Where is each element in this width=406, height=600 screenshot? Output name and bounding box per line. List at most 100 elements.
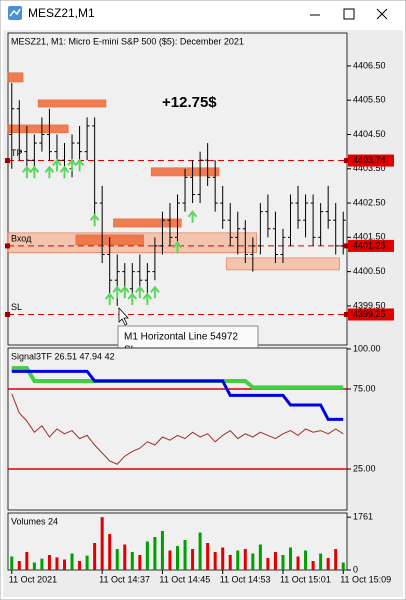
- plot-layer: 4399.50 4400.50 4401.50 4402.50 4403.50 4404.…: [5, 32, 394, 584]
- volume-bar: [130, 552, 134, 570]
- panel-title: Signal3TF 26.51 47.94 42: [11, 351, 115, 361]
- y-tick-label: 25.00: [353, 463, 376, 473]
- signal-arrow: [112, 285, 123, 299]
- signal-arrow: [135, 285, 145, 299]
- x-tick-label: 11 Oct 14:45: [159, 574, 210, 584]
- y-tick-label: 100.00: [353, 343, 381, 353]
- zone: [7, 124, 69, 134]
- y-tick-label: 4404.50: [353, 129, 386, 139]
- volume-bar: [273, 552, 277, 570]
- y-tick-label: 4399.50: [353, 300, 386, 310]
- zone: [37, 99, 107, 108]
- volume-bar: [243, 549, 247, 570]
- volume-bar: [296, 556, 300, 570]
- signal-arrow: [104, 292, 115, 306]
- volume-bar: [281, 555, 285, 570]
- y-tick-label: 4401.50: [353, 232, 386, 242]
- volume-bar: [213, 552, 217, 570]
- y-tick-label: 1761: [353, 512, 373, 522]
- price-tag-label: 4401.25: [353, 240, 386, 250]
- volume-bar: [258, 544, 262, 570]
- volume-bar: [341, 562, 345, 570]
- y-tick-label: 0: [353, 564, 358, 574]
- volume-bar: [304, 550, 308, 570]
- level-label: TP: [11, 148, 23, 158]
- y-tick-label: 4406.50: [353, 60, 386, 70]
- level-marker: [5, 158, 10, 164]
- volume-bar: [47, 555, 51, 570]
- volume-bar: [145, 541, 149, 570]
- y-tick-label: 75.00: [353, 383, 376, 393]
- panel: [7, 32, 348, 346]
- volume-bar: [93, 543, 97, 570]
- price-tag: [348, 239, 394, 252]
- volume-bar: [138, 555, 142, 570]
- cursor: [118, 306, 129, 326]
- panel-title: MESZ21, M1: Micro E-mini S&P 500 ($5): D…: [11, 36, 244, 46]
- level-marker: [344, 311, 349, 317]
- volume-bar: [251, 553, 255, 570]
- volume-bar: [191, 549, 195, 570]
- level-marker: [5, 243, 10, 249]
- volume-bar: [40, 558, 44, 570]
- volume-bar: [206, 543, 210, 570]
- panel-title: Volumes 24: [11, 516, 58, 526]
- signal-arrow: [89, 213, 100, 227]
- y-tick-label: 4402.50: [353, 197, 386, 207]
- volume-bar: [236, 550, 240, 570]
- signal-arrow: [119, 285, 130, 299]
- volume-bar: [10, 556, 14, 570]
- x-tick-label: 11 Oct 2021: [9, 574, 57, 584]
- price-tag-label: 4399.25: [353, 309, 386, 319]
- panel: [7, 347, 348, 511]
- app-icon-glyph: [9, 8, 21, 17]
- signal-arrow: [22, 165, 32, 179]
- signal-arrow: [187, 210, 198, 223]
- volume-bar: [115, 549, 119, 570]
- zone: [7, 72, 24, 83]
- x-tick-label: 11 Oct 14:53: [220, 574, 271, 584]
- level-label: SL: [11, 302, 22, 312]
- x-tick-label: 11 Oct 14:37: [99, 574, 150, 584]
- volume-bar: [319, 553, 323, 570]
- close-button[interactable]: [376, 8, 388, 20]
- profit-annotation: +12.75$: [162, 94, 217, 111]
- signal-arrow: [59, 165, 70, 179]
- signal-arrow: [29, 165, 40, 179]
- indicator-line: [11, 369, 344, 421]
- volume-bar: [289, 547, 292, 570]
- x-tick-label: 11 Oct 15:09: [340, 574, 391, 584]
- signal-arrow: [150, 285, 160, 299]
- tooltip-title: M1 Horizontal Line 54972: [124, 332, 238, 343]
- volume-bar: [63, 559, 66, 570]
- volume-bar: [326, 558, 330, 570]
- volume-bar: [176, 546, 179, 570]
- volume-bar: [85, 555, 89, 570]
- volume-bar: [198, 532, 202, 570]
- signal-arrow: [67, 158, 77, 172]
- signal-arrow: [172, 241, 183, 254]
- signal-arrow: [142, 292, 153, 306]
- y-tick-label: 4405.50: [353, 95, 386, 105]
- level-marker: [344, 158, 349, 164]
- volume-bar: [100, 517, 104, 570]
- y-tick-label: 4403.50: [353, 163, 386, 173]
- volume-bar: [70, 553, 74, 570]
- signal-arrow: [52, 158, 62, 172]
- volume-bar: [228, 555, 232, 570]
- volume-bar: [183, 540, 187, 570]
- volume-bar: [123, 544, 127, 570]
- volume-bar: [160, 531, 164, 570]
- volume-bar: [55, 557, 59, 570]
- signal-arrow: [44, 165, 55, 179]
- volume-bar: [153, 537, 157, 570]
- volume-bar: [25, 552, 29, 570]
- indicator-line: [11, 393, 344, 465]
- volume-bar: [32, 562, 36, 570]
- signal-arrow: [74, 158, 85, 172]
- y-tick-label: 4400.50: [353, 266, 386, 276]
- window-title: MESZ21,M1: [28, 6, 95, 20]
- maximize-button[interactable]: [343, 8, 355, 20]
